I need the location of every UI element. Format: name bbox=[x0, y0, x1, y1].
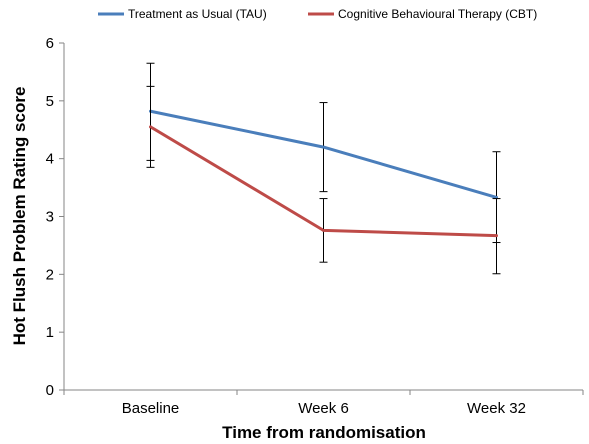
y-tick-label: 3 bbox=[46, 209, 54, 226]
x-tick-label: Week 32 bbox=[467, 400, 526, 417]
data-point bbox=[322, 228, 325, 232]
y-tick-label: 2 bbox=[46, 266, 54, 283]
series-layer bbox=[146, 62, 501, 275]
legend-label-tau: Treatment as Usual (TAU) bbox=[128, 7, 267, 21]
x-tick-label: Baseline bbox=[122, 400, 180, 417]
legend-label-cbt: Cognitive Behavioural Therapy (CBT) bbox=[338, 7, 537, 21]
series-cbt bbox=[146, 85, 501, 275]
data-point bbox=[495, 234, 498, 238]
y-tick-label: 6 bbox=[46, 35, 54, 52]
y-tick-label: 4 bbox=[46, 151, 54, 168]
x-axis-title: Time from randomisation bbox=[222, 423, 426, 442]
y-tick-label: 1 bbox=[46, 324, 54, 341]
data-point bbox=[149, 125, 152, 129]
data-point bbox=[322, 145, 325, 149]
y-tick-label: 0 bbox=[46, 382, 54, 399]
y-ticks: 0 1 2 3 4 5 6 bbox=[46, 35, 64, 399]
legend: Treatment as Usual (TAU) Cognitive Behav… bbox=[98, 7, 537, 21]
x-tick-label: Week 6 bbox=[298, 400, 349, 417]
x-ticks: Baseline Week 6 Week 32 bbox=[63, 390, 584, 417]
y-axis-title: Hot Flush Problem Rating score bbox=[10, 87, 29, 346]
y-tick-label: 5 bbox=[46, 93, 54, 110]
